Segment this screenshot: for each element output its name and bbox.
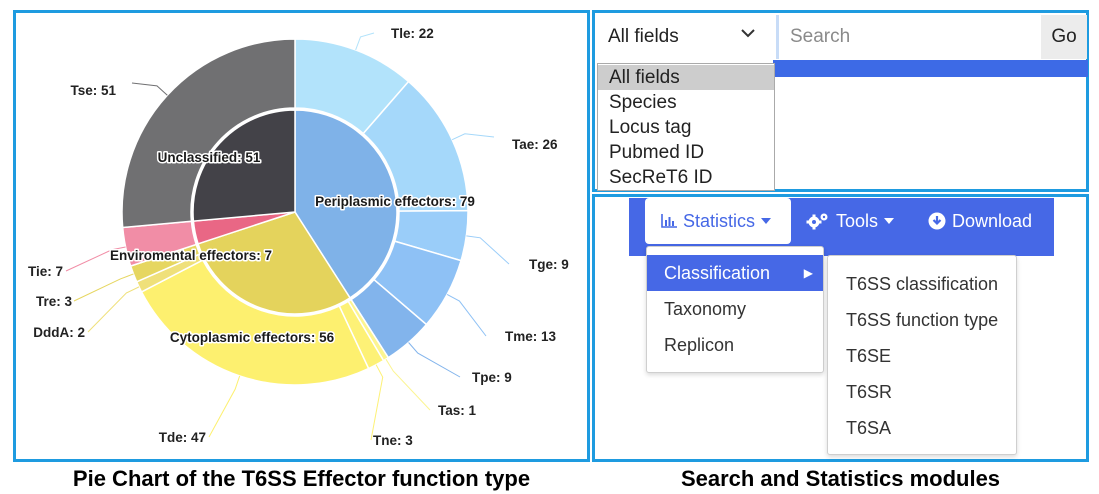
outer-label-tie: Tie: 7 (28, 264, 63, 279)
leader-line-tne (370, 364, 384, 441)
field-option-species[interactable]: Species (609, 92, 677, 113)
caret-right-icon: ▶ (803, 266, 813, 280)
inner-label-periplasmic-effectors: Periplasmic effectors: 79 (315, 194, 475, 209)
tools-label: Tools (836, 210, 879, 231)
statistics-dropdown-menu: Classification ▶ Taxonomy Replicon (646, 246, 824, 373)
inner-label-halo-periplasmic-effectors: Periplasmic effectors: 79 (315, 194, 475, 209)
field-option-secret6-id[interactable]: SecReT6 ID (609, 167, 713, 188)
leader-line-tme (446, 293, 487, 337)
outer-label-tse: Tse: 51 (70, 83, 116, 98)
search-module-panel: All fields Go All fields Species Locus t… (592, 10, 1089, 192)
statistics-menu-button[interactable]: Statistics (645, 198, 791, 244)
inner-slice-cytoplasmic-effectors[interactable] (197, 211, 352, 315)
outer-label-tle: Tle: 22 (391, 26, 434, 41)
submenu-item-t6sa[interactable]: T6SA (846, 418, 892, 438)
download-button[interactable]: Download (928, 198, 1048, 244)
chevron-down-icon (740, 25, 756, 46)
outer-label-tpe: Tpe: 9 (472, 370, 512, 385)
leader-line-tie (65, 246, 126, 272)
outer-label-tre: Tre: 3 (36, 294, 73, 309)
leader-line-tse (131, 82, 168, 96)
gears-icon (806, 212, 830, 230)
inner-label-halo-enviromental-effectors: Enviromental effectors: 7 (110, 248, 272, 263)
leader-line-tae (451, 133, 495, 141)
nav-bar: Statistics (629, 198, 1054, 256)
statistics-module-panel: Statistics (592, 194, 1089, 462)
field-option-all-fields[interactable]: All fields (598, 65, 774, 90)
leader-line-tle (355, 32, 375, 51)
outer-label-tne: Tne: 3 (373, 433, 413, 448)
download-icon (928, 212, 946, 230)
statistics-caption: Search and Statistics modules (680, 466, 1001, 491)
outer-label-tas: Tas: 1 (438, 403, 477, 418)
pie-chart-panel: Tle: 22 Tae: 26 Tge: 9 Tme: 13 Tpe: 9 Tas: 1 T… (13, 10, 590, 462)
inner-label-halo-unclassified: Unclassified: 51 (158, 150, 261, 165)
pie-chart-caption: Pie Chart of the T6SS Effector function … (72, 466, 531, 491)
outer-slice-tde[interactable] (140, 259, 370, 386)
field-select-value: All fields (608, 26, 679, 47)
inner-label-enviromental-effectors: Enviromental effectors: 7 (110, 248, 272, 263)
results-bar (773, 60, 1088, 77)
leader-line-ddda (87, 286, 140, 333)
field-select[interactable]: All fields (597, 15, 774, 59)
field-option-pubmed-id[interactable]: Pubmed ID (609, 142, 705, 163)
outer-slice-tse[interactable] (121, 38, 296, 229)
classification-submenu: T6SS classification T6SS function type T… (827, 255, 1017, 455)
menu-item-replicon[interactable]: Replicon (664, 335, 735, 355)
caret-down-icon (884, 218, 895, 224)
leader-line-tpe (408, 342, 461, 378)
field-option-locus-tag[interactable]: Locus tag (609, 117, 692, 138)
leader-line-tas (385, 358, 431, 411)
outer-label-tge: Tge: 9 (529, 257, 569, 272)
tools-menu-button[interactable]: Tools (806, 198, 906, 244)
download-label: Download (952, 210, 1033, 231)
outer-label-tae: Tae: 26 (512, 137, 558, 152)
submenu-item-t6se[interactable]: T6SE (846, 346, 892, 366)
pie-chart: Tle: 22 Tae: 26 Tge: 9 Tme: 13 Tpe: 9 Tas: 1 T… (28, 26, 569, 448)
field-options-list: All fields Species Locus tag Pubmed ID S… (597, 63, 775, 191)
statistics-label: Statistics (683, 210, 756, 231)
menu-item-classification[interactable]: Classification ▶ (647, 255, 823, 291)
inner-label-cytoplasmic-effectors: Cytoplasmic effectors: 56 (170, 330, 335, 345)
search-input[interactable] (776, 15, 1039, 59)
bar-chart-icon (661, 214, 677, 228)
outer-label-ddda: DddA: 2 (33, 325, 85, 340)
go-button[interactable]: Go (1041, 15, 1087, 59)
outer-label-tme: Tme: 13 (505, 329, 557, 344)
menu-item-classification-label: Classification (664, 263, 771, 283)
leader-line-tde (208, 375, 241, 438)
inner-label-unclassified: Unclassified: 51 (158, 150, 261, 165)
inner-label-halo-cytoplasmic-effectors: Cytoplasmic effectors: 56 (170, 330, 335, 345)
submenu-item-t6sr[interactable]: T6SR (846, 382, 893, 402)
leader-line-tge (466, 235, 510, 265)
inner-slice-unclassified[interactable] (192, 109, 296, 222)
outer-label-tde: Tde: 47 (159, 430, 206, 445)
menu-item-taxonomy[interactable]: Taxonomy (664, 299, 747, 319)
submenu-item-t6ss-function-type[interactable]: T6SS function type (846, 310, 999, 330)
submenu-item-t6ss-classification[interactable]: T6SS classification (846, 274, 999, 294)
caret-down-icon (761, 218, 772, 224)
leader-line-tre (73, 273, 134, 302)
